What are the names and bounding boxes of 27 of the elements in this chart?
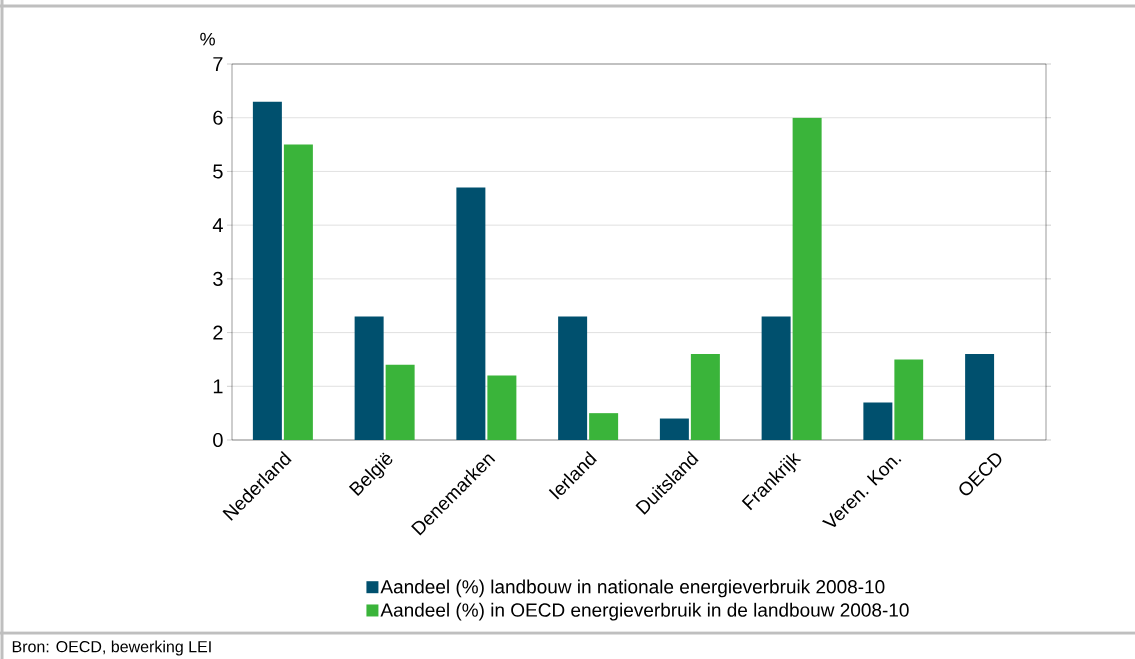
y-tick-label: 3 [213,271,223,286]
bar [894,359,924,441]
y-tick-label: 7 [213,57,223,71]
y-tick-label: 0 [213,432,223,448]
bar [659,418,689,441]
y-tick-label: 4 [212,218,223,233]
text: Bron: OECD, bewerking LEI [12,640,211,656]
bar [487,375,517,441]
y-tick-label: 2 [213,325,223,340]
bar [863,402,893,441]
bar [283,144,313,441]
y-tick-label: 1 [213,379,223,394]
bar [385,364,415,441]
bar [354,316,384,441]
bar [965,354,995,441]
bar [456,187,486,441]
bar [690,354,720,441]
y-tick-label: 6 [213,110,223,125]
legend-label: Aandeel (%) landbouw in nationale energieverbruik 2008-10 [380,579,885,598]
bar [792,117,822,441]
bar [252,101,282,441]
y-tick-label: 5 [213,164,223,179]
bar [761,316,791,441]
legend-label: Aandeel (%) in OECD energieverbruik in de landbouw 2008-10 [380,602,909,621]
bar [589,413,619,441]
y-axis-title: % [200,32,215,46]
bar [558,316,588,441]
